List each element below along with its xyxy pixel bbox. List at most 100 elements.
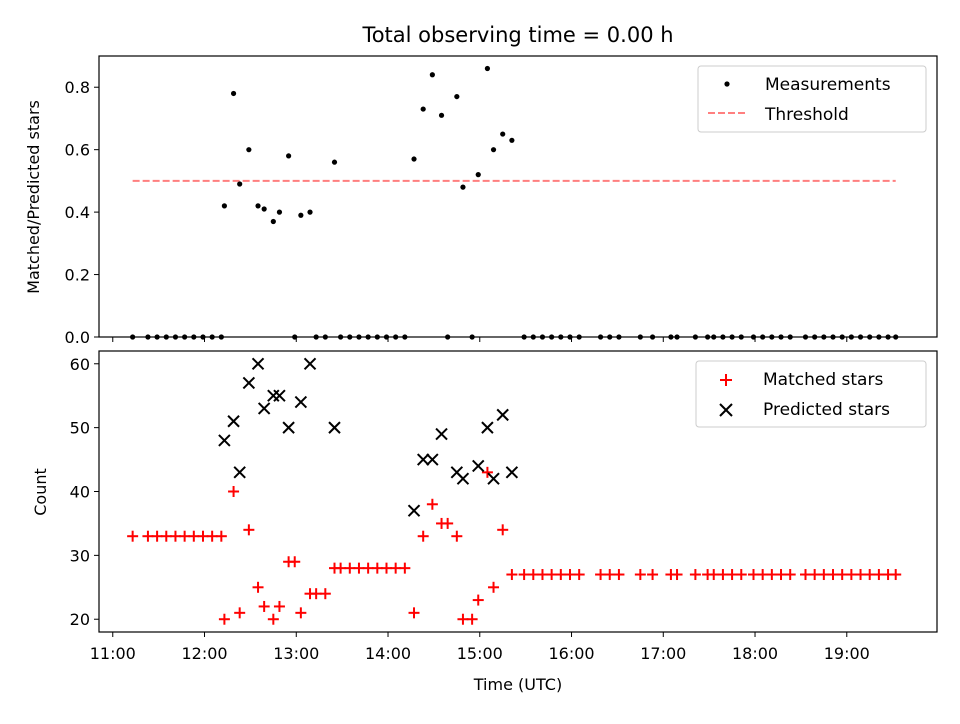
top-y-ticks: 0.0 0.2 0.4 0.6 0.8 bbox=[65, 78, 99, 347]
matched-star-point bbox=[613, 569, 625, 581]
measurement-point bbox=[237, 181, 243, 187]
top-legend-box bbox=[697, 65, 927, 133]
predicted-star-point bbox=[233, 466, 246, 479]
predicted-star-point bbox=[481, 421, 494, 434]
chart-title: Total observing time = 0.00 h bbox=[361, 23, 673, 47]
matched-star-point bbox=[390, 562, 402, 574]
matched-star-point bbox=[497, 524, 509, 536]
predicted-star-point bbox=[407, 504, 421, 517]
matched-star-point bbox=[845, 569, 857, 581]
matched-star-point bbox=[827, 569, 839, 581]
measurement-point bbox=[246, 147, 252, 153]
matched-star-point bbox=[466, 613, 478, 625]
x-tick-label: 17:00 bbox=[640, 644, 686, 663]
matched-star-point bbox=[536, 569, 548, 581]
matched-star-point bbox=[799, 569, 811, 581]
matched-star-point bbox=[160, 530, 172, 542]
x-tick-label: 14:00 bbox=[365, 644, 411, 663]
matched-star-point bbox=[228, 486, 240, 497]
predicted-star-point bbox=[416, 453, 430, 466]
matched-star-point bbox=[488, 581, 500, 593]
predicted-star-point bbox=[218, 434, 231, 447]
measurement-point bbox=[286, 153, 292, 159]
measurement-point bbox=[475, 172, 481, 178]
matched-star-point bbox=[481, 466, 493, 478]
matched-star-point bbox=[417, 530, 429, 542]
bottom-legend-box bbox=[695, 360, 927, 428]
predicted-star-point bbox=[496, 408, 509, 422]
bottom-x-ticks: 11:00 12:00 13:00 14:00 15:00 16:00 17:00 18:00… bbox=[90, 632, 870, 663]
top-y-tick-label: 0.8 bbox=[65, 78, 90, 97]
matched-star-point bbox=[671, 569, 683, 581]
predicted-star-point bbox=[282, 421, 295, 434]
matched-star-point bbox=[555, 569, 567, 581]
matched-star-point bbox=[726, 569, 738, 581]
matched-star-point bbox=[273, 600, 285, 612]
predicted-star-point bbox=[267, 389, 280, 402]
measurement-point bbox=[298, 212, 304, 218]
legend-measurements-label: Measurements bbox=[765, 75, 891, 95]
predicted-star-point bbox=[472, 459, 485, 473]
top-y-axis-label: Matched/Predicted stars bbox=[24, 100, 43, 294]
matched-star-point bbox=[634, 569, 646, 581]
x-tick-label: 16:00 bbox=[548, 644, 594, 663]
predicted-star-point bbox=[257, 402, 271, 415]
matched-star-point bbox=[371, 562, 383, 574]
matched-star-point bbox=[757, 569, 769, 581]
matched-star-point bbox=[289, 556, 301, 568]
predicted-star-point bbox=[435, 427, 448, 441]
matched-star-point bbox=[775, 569, 787, 581]
top-y-tick-label: 0.6 bbox=[65, 141, 90, 160]
measurement-point bbox=[490, 147, 497, 153]
matched-star-point bbox=[518, 569, 530, 581]
matched-star-point bbox=[335, 562, 347, 574]
measurement-point bbox=[429, 72, 435, 78]
matched-star-point bbox=[836, 569, 848, 581]
matched-star-point bbox=[399, 562, 411, 574]
matched-star-point bbox=[353, 562, 365, 574]
bottom-plot-marks bbox=[127, 357, 902, 625]
legend-matched-marker bbox=[720, 374, 732, 386]
predicted-star-point bbox=[294, 395, 308, 409]
matched-star-point bbox=[151, 530, 163, 542]
matched-star-point bbox=[855, 569, 867, 581]
matched-star-point bbox=[564, 569, 576, 581]
top-legend: Measurements Threshold bbox=[697, 65, 927, 133]
bottom-y-axis-label: Count bbox=[31, 468, 50, 516]
matched-star-point bbox=[735, 569, 747, 581]
x-tick-label: 12:00 bbox=[181, 644, 227, 663]
matched-star-point bbox=[362, 562, 374, 574]
matched-star-point bbox=[604, 569, 616, 581]
bottom-y-tick-label: 20 bbox=[70, 610, 90, 629]
predicted-star-point bbox=[426, 453, 439, 466]
matched-star-point bbox=[258, 600, 270, 612]
top-panel: 0.00.20.40.60.8 Matched/Predicted stars … bbox=[24, 55, 938, 347]
matched-star-point bbox=[784, 569, 796, 581]
measurement-point bbox=[307, 209, 313, 215]
x-axis-label: Time (UTC) bbox=[473, 675, 562, 694]
bottom-panel: 20 30 40 50 60 11:00 12:00 13:00 14:00 15:00 16:0… bbox=[31, 350, 938, 694]
matched-star-point bbox=[215, 530, 227, 542]
matched-star-point bbox=[864, 569, 876, 581]
matched-star-point bbox=[546, 569, 558, 581]
matched-star-point bbox=[506, 569, 518, 581]
matched-star-point bbox=[451, 530, 463, 542]
matched-star-point bbox=[380, 562, 392, 574]
predicted-star-point bbox=[487, 472, 500, 485]
measurement-point bbox=[276, 209, 283, 215]
matched-star-point bbox=[472, 594, 484, 606]
measurement-point bbox=[270, 218, 276, 225]
bottom-y-tick-label: 40 bbox=[70, 483, 90, 502]
bottom-y-tick-label: 50 bbox=[70, 419, 90, 438]
matched-star-point bbox=[573, 569, 585, 581]
matched-star-point bbox=[818, 569, 830, 581]
measurement-point bbox=[454, 93, 460, 100]
predicted-star-point bbox=[273, 389, 286, 402]
matched-star-point bbox=[179, 530, 191, 542]
matched-star-point bbox=[426, 498, 438, 510]
matched-star-point bbox=[267, 613, 279, 625]
measurement-point bbox=[230, 90, 237, 97]
matched-star-point bbox=[890, 569, 902, 581]
matched-star-point bbox=[310, 588, 322, 600]
measurement-point bbox=[420, 106, 426, 112]
